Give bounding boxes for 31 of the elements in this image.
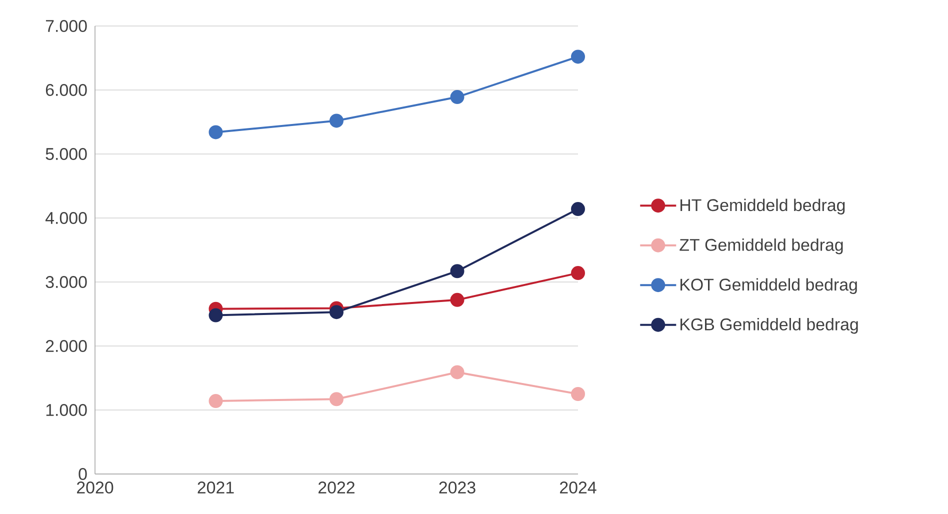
point	[571, 387, 586, 401]
point	[571, 202, 586, 216]
y-tick-label: 0	[78, 468, 87, 480]
x-tick-label: 2021	[198, 482, 234, 494]
legend-label: KOT Gemiddeld bedrag	[680, 278, 857, 294]
x-tick-label: 2024	[560, 482, 596, 494]
point	[571, 50, 586, 64]
point	[208, 394, 223, 408]
point	[330, 305, 344, 320]
point	[330, 392, 344, 406]
legend-label: HT Gemiddeld bedrag	[680, 198, 845, 215]
point	[450, 365, 464, 380]
point	[450, 292, 464, 307]
y-tick-label: 3.000	[46, 276, 87, 288]
point	[450, 264, 464, 278]
x-tick-label: 2020	[77, 482, 114, 494]
y-tick-label: 7.000	[46, 20, 87, 32]
legend-label: KGB Gemiddeld bedrag	[680, 318, 858, 334]
y-tick-label: 6.000	[46, 84, 87, 96]
y-tick-label: 5.000	[46, 148, 87, 160]
legend-label: ZT Gemiddeld bedrag	[680, 238, 843, 254]
point	[571, 266, 586, 280]
point	[208, 125, 223, 140]
y-tick-label: 2.000	[46, 340, 87, 352]
point	[330, 114, 344, 128]
y-tick-label: 1.000	[46, 404, 87, 416]
x-tick-label: 2022	[318, 482, 354, 494]
x-tick-label: 2023	[439, 482, 476, 494]
point	[208, 308, 223, 322]
point	[450, 90, 464, 104]
y-tick-label: 4.000	[45, 212, 87, 224]
